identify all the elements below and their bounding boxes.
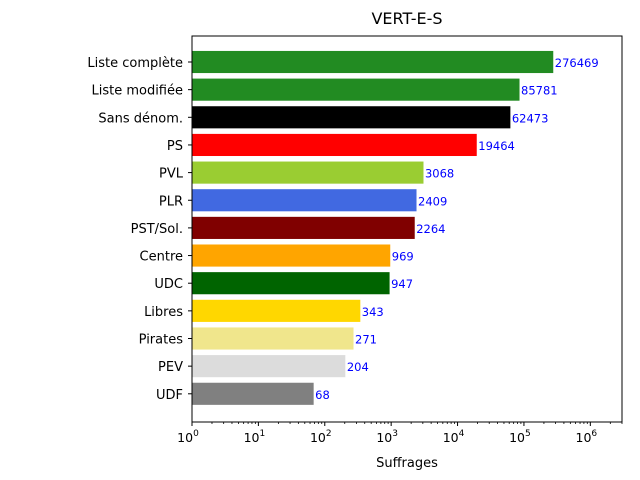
- data-label-liste-complete: 276469: [555, 56, 599, 70]
- data-label-plr: 2409: [418, 194, 447, 208]
- bar-udc: [192, 272, 390, 295]
- y-axis: Liste complète Liste modifiée Sans dénom. P…: [87, 56, 192, 403]
- category-label-liste-modifiee: Liste modifiée: [91, 84, 183, 99]
- category-label-centre: Centre: [140, 250, 183, 265]
- data-label-libres: 343: [362, 305, 384, 319]
- category-label-plr: PLR: [159, 194, 183, 209]
- bar-pst-sol: [192, 216, 415, 239]
- bar-centre: [192, 244, 391, 267]
- bar-libres: [192, 299, 361, 322]
- bar-plr: [192, 189, 417, 212]
- x-tick-label: 105: [509, 429, 531, 445]
- bar-pvl: [192, 161, 424, 184]
- bar-udf: [192, 382, 314, 405]
- x-tick-label: 103: [376, 429, 398, 445]
- category-label-libres: Libres: [144, 305, 183, 320]
- plot-frame: [191, 35, 623, 423]
- x-tick-label: 101: [244, 429, 266, 445]
- category-label-pev: PEV: [158, 360, 183, 375]
- x-tick-label: 102: [310, 429, 332, 445]
- category-label-pirates: Pirates: [139, 333, 184, 348]
- data-label-pirates: 271: [355, 333, 377, 347]
- data-label-pev: 204: [347, 360, 369, 374]
- x-tick-label: 100: [177, 429, 199, 445]
- data-label-udc: 947: [391, 277, 413, 291]
- x-tick-label: 104: [443, 429, 465, 445]
- category-label-udf: UDF: [156, 388, 183, 403]
- data-label-ps: 19464: [478, 139, 515, 153]
- category-label-pst-sol: PST/Sol.: [131, 222, 183, 237]
- bars-group: [192, 50, 554, 405]
- category-label-udc: UDC: [154, 277, 183, 292]
- data-label-liste-modifiee: 85781: [521, 84, 558, 98]
- data-label-pvl: 3068: [425, 167, 454, 181]
- bar-sans-denom: [192, 106, 511, 129]
- bar-liste-modifiee: [192, 78, 520, 101]
- bar-ps: [192, 133, 477, 157]
- x-axis-label: Suffrages: [376, 456, 438, 471]
- bar-liste-complete: [192, 50, 554, 74]
- data-label-udf: 68: [315, 388, 330, 402]
- x-tick-label: 106: [576, 429, 598, 445]
- data-label-centre: 969: [392, 250, 414, 264]
- category-label-sans-denom: Sans dénom.: [98, 111, 183, 126]
- data-label-sans-denom: 62473: [512, 111, 549, 125]
- category-label-liste-complete: Liste complète: [87, 56, 183, 71]
- bar-pev: [192, 355, 346, 378]
- x-axis: 100 101 102 103 104 105 106: [177, 422, 623, 445]
- category-label-pvl: PVL: [159, 167, 184, 182]
- bar-pirates: [192, 327, 354, 350]
- chart-title: VERT-E-S: [371, 9, 442, 28]
- data-label-pst-sol: 2264: [416, 222, 445, 236]
- category-label-ps: PS: [167, 139, 183, 154]
